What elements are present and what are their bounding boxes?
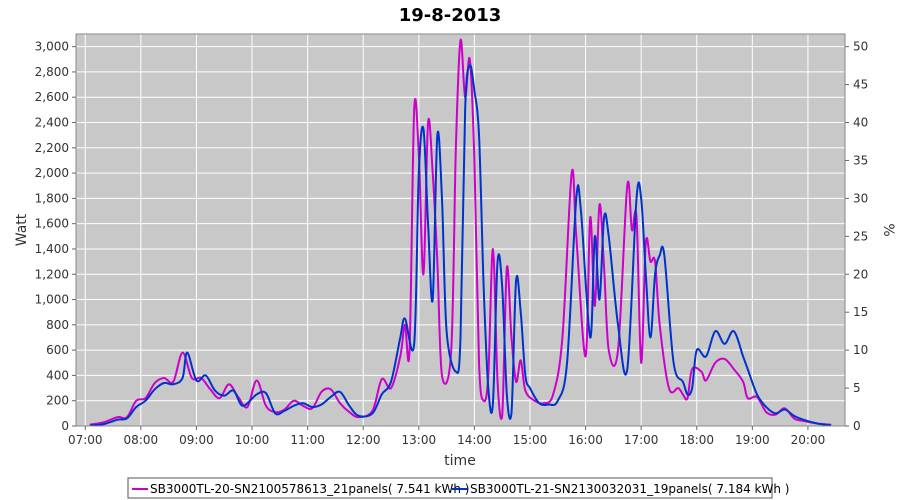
x-tick-label: 09:00	[179, 433, 214, 447]
y-tick-label: 1,200	[35, 267, 69, 281]
y-tick-label: 1,000	[35, 293, 69, 307]
x-tick-label: 19:00	[735, 433, 770, 447]
y2-tick-label: 35	[853, 153, 868, 167]
y-axis: 0 200 400 600 800 1,000 1,200 1,400 1,600 1,800 2,…	[35, 40, 76, 433]
y-tick-label: 200	[46, 394, 69, 408]
legend-label-series2: SB3000TL-21-SN2130032031_19panels( 7.184…	[470, 482, 789, 496]
legend-box	[127, 477, 773, 499]
y-tick-label: 2,200	[35, 141, 69, 155]
y2-axis-title: %	[880, 223, 896, 236]
y2-tick-label: 30	[853, 191, 868, 205]
chart-title: 19-8-2013	[399, 5, 502, 26]
x-axis: 07:00 08:00 09:00 10:00 11:00 12:00 13:00 14:00…	[68, 426, 825, 447]
x-tick-label: 15:00	[513, 433, 548, 447]
x-tick-label: 18:00	[679, 433, 714, 447]
y-tick-label: 2,400	[35, 116, 69, 130]
y-tick-label: 0	[61, 419, 69, 433]
x-tick-label: 13:00	[402, 433, 437, 447]
legend: SB3000TL-20-SN2100578613_21panels( 7.541…	[127, 477, 789, 499]
y2-tick-label: 0	[853, 419, 861, 433]
x-tick-label: 16:00	[568, 433, 603, 447]
y-tick-label: 2,800	[35, 65, 69, 79]
series-line-2	[89, 64, 832, 427]
x-axis-title: time	[444, 453, 476, 469]
x-tick-label: 11:00	[290, 433, 325, 447]
y-axis-title: Watt	[14, 213, 30, 246]
y-tick-label: 1,800	[35, 191, 69, 205]
plot-border	[75, 33, 846, 427]
y2-tick-label: 25	[853, 229, 868, 243]
x-tick-label: 20:00	[791, 433, 826, 447]
y2-axis: 0 5 10 15 20 25 30 35 40 45 50	[845, 40, 868, 433]
y-tick-label: 800	[46, 318, 69, 332]
x-tick-label: 14:00	[457, 433, 492, 447]
y-tick-label: 1,400	[35, 242, 69, 256]
y-tick-label: 2,000	[35, 166, 69, 180]
x-tick-label: 07:00	[68, 433, 103, 447]
y-tick-label: 400	[46, 368, 69, 382]
y-tick-label: 1,600	[35, 217, 69, 231]
y2-tick-label: 45	[853, 78, 868, 92]
x-tick-label: 08:00	[124, 433, 159, 447]
y2-tick-label: 5	[853, 381, 861, 395]
y-tick-label: 3,000	[35, 40, 69, 54]
x-tick-label: 17:00	[624, 433, 659, 447]
y-tick-label: 600	[46, 343, 69, 357]
x-tick-label: 10:00	[235, 433, 270, 447]
x-tick-label: 12:00	[346, 433, 381, 447]
series-layer	[89, 38, 832, 427]
y2-tick-label: 40	[853, 116, 868, 130]
y2-tick-label: 20	[853, 267, 868, 281]
legend-label-series1: SB3000TL-20-SN2100578613_21panels( 7.541…	[150, 482, 469, 496]
y2-tick-label: 10	[853, 343, 868, 357]
y2-tick-label: 50	[853, 40, 868, 54]
y-tick-label: 2,600	[35, 90, 69, 104]
y2-tick-label: 15	[853, 305, 868, 319]
